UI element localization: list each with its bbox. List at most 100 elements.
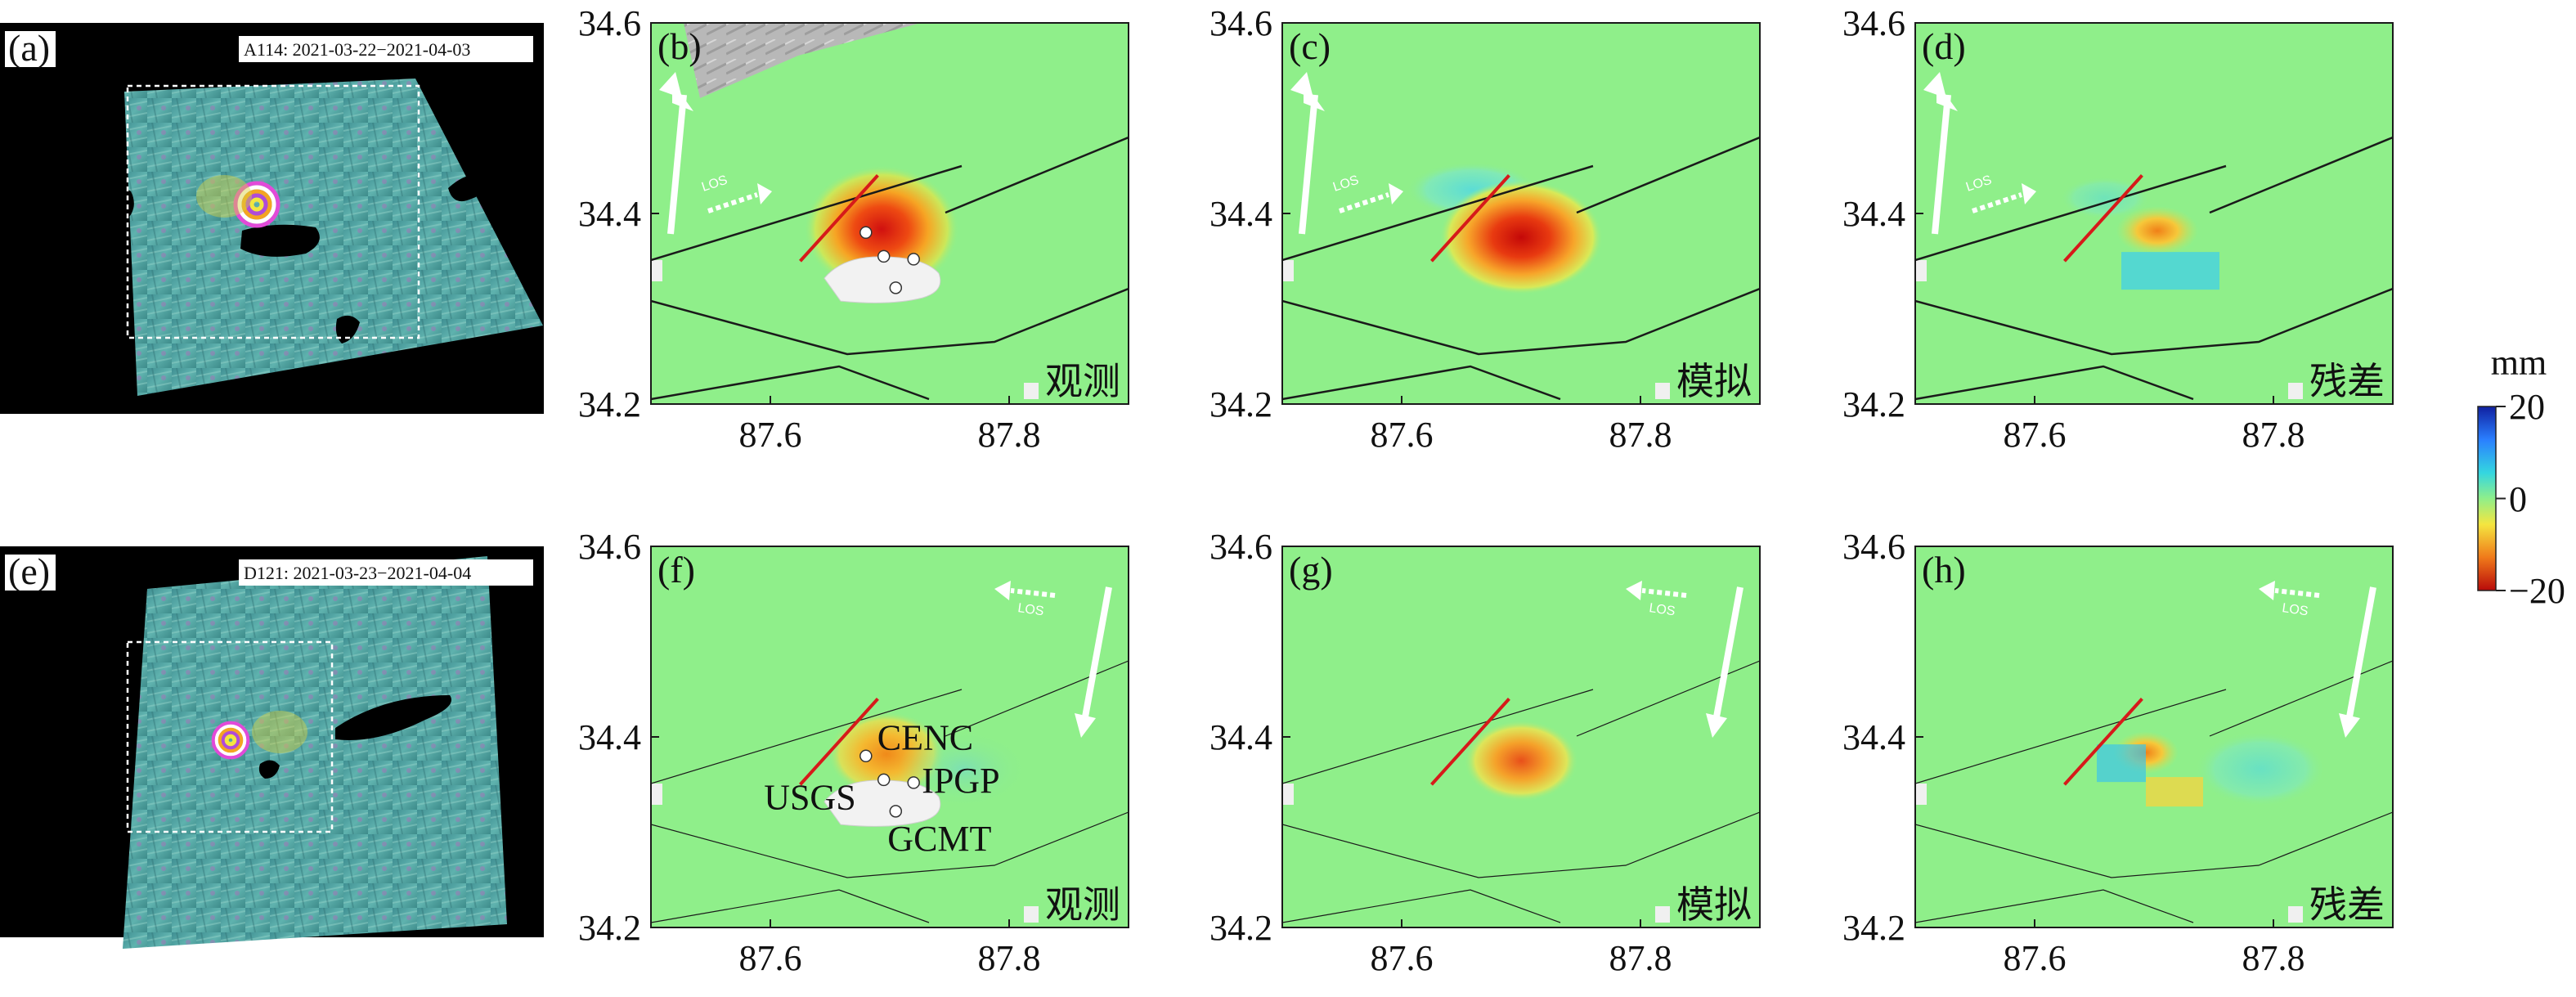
residual-patch (2146, 777, 2203, 807)
panel-map (651, 23, 1129, 404)
colorbar-tick-bottom: −20 (2509, 571, 2565, 611)
tectonic-line (1915, 164, 2227, 262)
edge-patch (1655, 906, 1670, 923)
tectonic-line (1915, 889, 2194, 923)
tectonic-line (651, 365, 930, 401)
panel-letter: (g) (1289, 549, 1333, 591)
tectonic-line (651, 689, 963, 784)
x-tick-label: 87.8 (2242, 938, 2305, 978)
deformation-lobe (804, 165, 959, 294)
edge-patch (2288, 383, 2303, 399)
fringe-ring (237, 185, 276, 224)
arrow-head (1626, 581, 1642, 600)
arrow-head (1075, 713, 1096, 738)
arrow-head (2339, 713, 2360, 738)
deformation-lobe (1439, 180, 1603, 295)
y-tick-label: 34.2 (1209, 384, 1272, 424)
arrow-head (1290, 72, 1313, 98)
terrain-relief (684, 23, 921, 98)
panel-letter: (c) (1289, 25, 1331, 67)
panel-letter: (h) (1922, 549, 1966, 591)
azimuth-line (2345, 586, 2376, 722)
los-dash (1010, 588, 1056, 598)
eastern-lobe (2195, 731, 2326, 807)
tectonic-line (651, 889, 930, 923)
arrow-head (994, 581, 1011, 600)
panel-letter: (a) (8, 27, 50, 69)
los-arrow: LOS (2259, 581, 2376, 738)
y-tick-label: 34.2 (578, 908, 641, 948)
arrow-head (757, 183, 772, 204)
edge-patch (1915, 784, 1927, 805)
fringe-ring (224, 734, 237, 747)
fringe-lobe (196, 175, 252, 218)
tectonic-line (1282, 889, 1561, 923)
solution-label: IPGP (922, 761, 999, 801)
tectonic-line (1576, 136, 1760, 214)
panel-type-label: 残差 (2309, 359, 2385, 403)
residual-patch (2121, 252, 2219, 290)
overview-title-bg (239, 36, 533, 62)
x-tick-label: 87.8 (1609, 938, 1672, 978)
arrow-head (659, 72, 682, 98)
edge-patch (1655, 383, 1670, 399)
solution-label: USGS (764, 777, 856, 817)
edge-patch (1024, 383, 1039, 399)
solution-marker (889, 805, 903, 818)
y-tick-label: 34.6 (1209, 527, 1272, 567)
y-tick-label: 34.4 (578, 717, 641, 757)
los-label: LOS (1016, 601, 1044, 618)
overview-panel-e: (e) D121: 2021-03-23−2021-04-04 (0, 546, 544, 949)
lake (98, 186, 134, 222)
lake (335, 695, 451, 740)
fault-trace (799, 698, 879, 786)
panel-letter-bg (5, 31, 56, 67)
y-tick-label: 34.4 (1209, 717, 1272, 757)
solution-marker (907, 253, 920, 266)
overview-title: D121: 2021-03-23−2021-04-04 (244, 563, 471, 583)
residual-patch (2097, 744, 2146, 783)
solution-marker (877, 249, 891, 263)
lake (110, 600, 136, 620)
panel-letter-bg (5, 555, 56, 591)
deformation-lobe (1464, 720, 1578, 802)
tectonic-line (1915, 811, 2393, 878)
overview-panel-a: (a) A114: 2021-03-22−2021-04-03 (0, 23, 544, 414)
edge-patch (651, 260, 662, 281)
y-tick-label: 34.4 (1842, 717, 1905, 757)
tectonic-line (1915, 689, 2227, 784)
colorbar-unit: mm (2491, 343, 2547, 383)
panel-type-label: 残差 (2309, 882, 2385, 927)
solution-label: GCMT (887, 819, 991, 859)
los-dash (1972, 192, 2022, 213)
panel-type-label: 模拟 (1676, 882, 1752, 927)
tectonic-line (1915, 365, 2194, 401)
edge-patch (1024, 906, 1039, 923)
overview-title-bg (239, 559, 533, 586)
arrow-head (1923, 72, 1946, 98)
x-tick-label: 87.8 (978, 415, 1041, 455)
edge-patch (2288, 906, 2303, 923)
fringe-ring (211, 721, 250, 760)
edge-patch (1282, 260, 1294, 281)
fault-trace (1430, 174, 1510, 263)
panel-type-label: 模拟 (1676, 359, 1752, 403)
fringe-ring (233, 181, 280, 228)
tectonic-line (2209, 660, 2393, 737)
fault-trace (799, 174, 879, 263)
tectonic-line (1915, 287, 2393, 356)
los-label: LOS (1648, 601, 1676, 618)
study-area-box (126, 84, 420, 339)
study-area-box (126, 640, 334, 833)
lake (258, 760, 280, 779)
x-tick-label: 87.6 (1371, 938, 1434, 978)
solution-marker (859, 226, 873, 240)
fringe-ring (249, 197, 264, 212)
tectonic-line (1282, 811, 1760, 878)
y-tick-label: 34.4 (1209, 194, 1272, 234)
tectonic-line (945, 660, 1129, 737)
panel-type-label: 观测 (1045, 359, 1120, 403)
solution-label: CENC (877, 717, 973, 757)
